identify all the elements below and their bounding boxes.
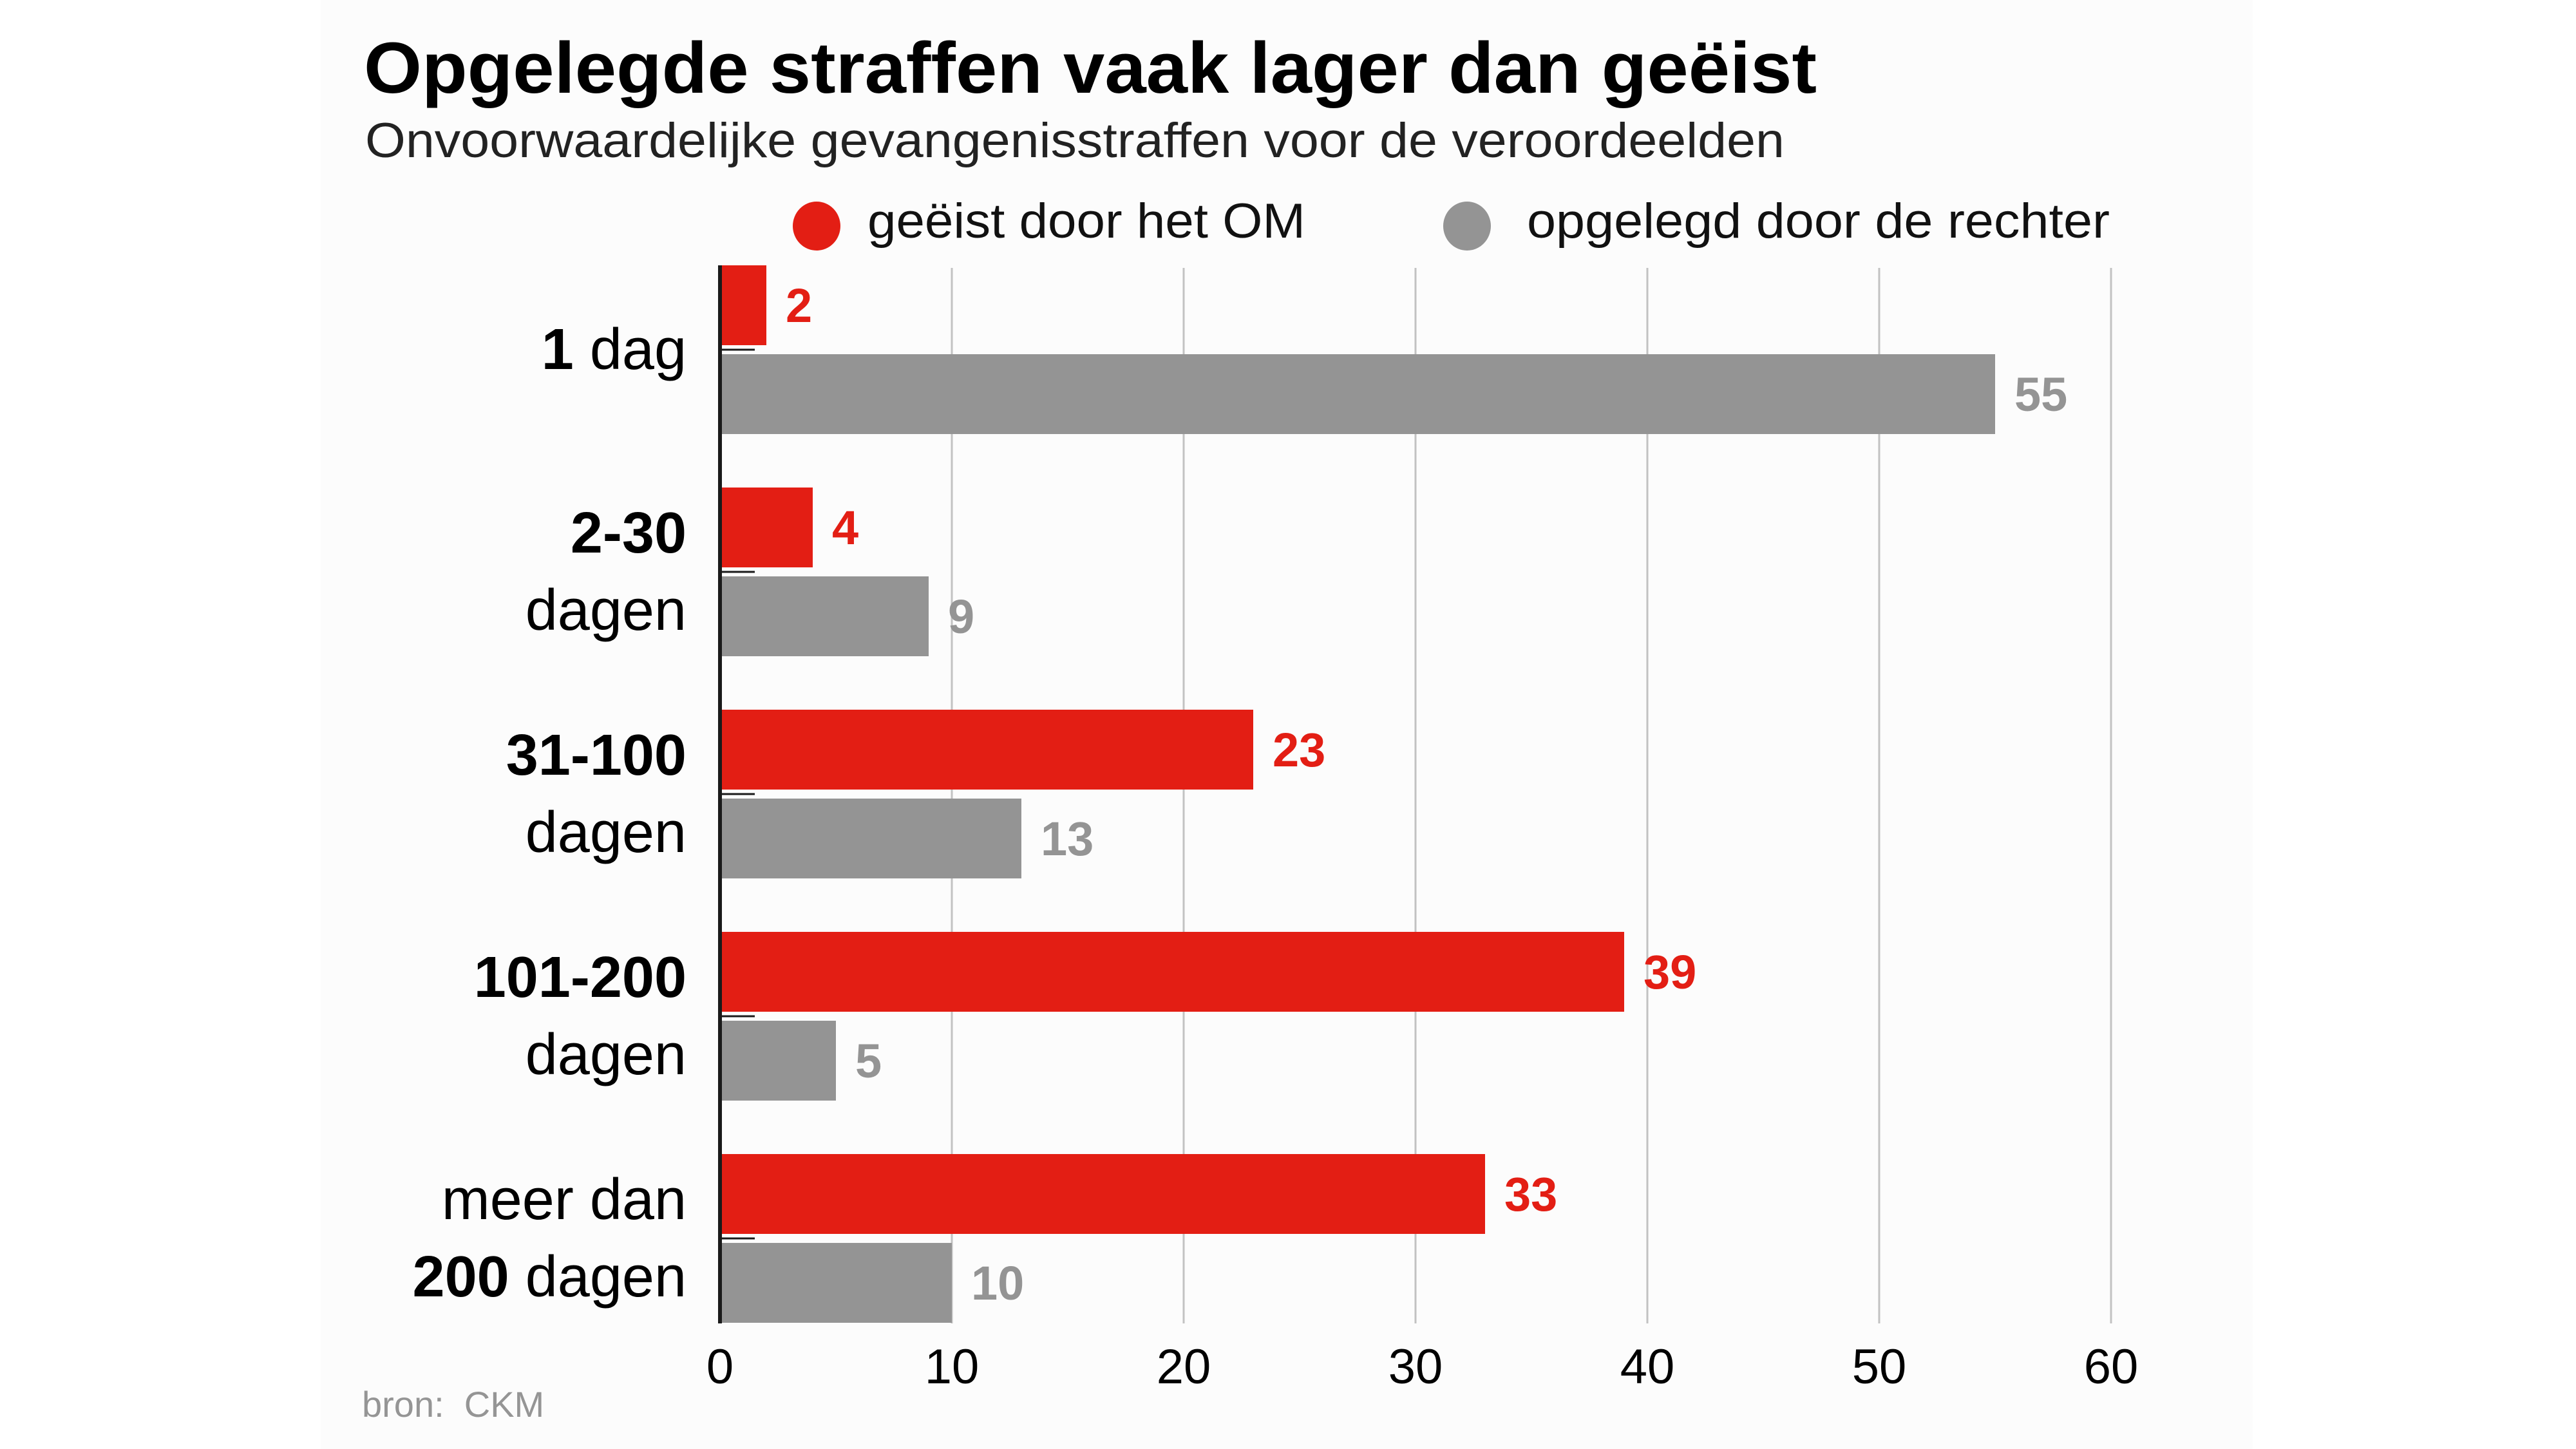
bar-imposed <box>720 354 1995 434</box>
x-tick-label: 0 <box>706 1340 734 1394</box>
gridlines <box>951 268 2112 1323</box>
x-tick-label: 30 <box>1388 1340 1443 1394</box>
bar-imposed <box>720 1021 836 1101</box>
circle-icon <box>793 202 840 251</box>
x-tick-label: 40 <box>1620 1340 1675 1394</box>
chart-subtitle: Onvoorwaardelijke gevangenisstraffen voo… <box>365 113 1785 168</box>
category-label-bold: 101-200 <box>474 945 687 1010</box>
value-labels: 2 55 4 9 23 13 39 5 33 10 <box>786 279 2067 1310</box>
category-label: dagen <box>526 578 687 643</box>
x-tick-label: 20 <box>1157 1340 1211 1394</box>
value-label-imposed: 55 <box>2014 368 2067 421</box>
bar-demanded <box>720 265 766 345</box>
x-tick-label: 60 <box>2084 1340 2139 1394</box>
chart-title: Opgelegde straffen vaak lager dan geëist <box>364 28 1817 108</box>
legend-item-imposed: opgelegd door de rechter <box>1443 194 2110 251</box>
value-label-demanded: 33 <box>1504 1168 1557 1221</box>
category-label: 101-200 <box>474 945 687 1010</box>
bars <box>720 265 1995 1323</box>
category-label-bold: 1 <box>542 317 574 382</box>
category-label-regular: dagen <box>526 578 687 643</box>
category-label-regular: meer dan <box>442 1168 687 1232</box>
category-label-regular: dag <box>574 317 687 382</box>
category-label: 200 dagen <box>413 1245 687 1309</box>
circle-icon <box>1443 202 1491 251</box>
x-tick-label: 50 <box>1852 1340 1907 1394</box>
value-label-demanded: 23 <box>1273 723 1325 777</box>
category-label: 2-30 <box>571 501 687 565</box>
category-label: dagen <box>526 800 687 865</box>
legend: geëist door het OM opgelegd door de rech… <box>793 194 2110 251</box>
category-label: meer dan <box>442 1168 687 1232</box>
source-note: bron: CKM <box>362 1384 544 1425</box>
bar-imposed <box>720 576 929 656</box>
category-label: 31-100 <box>506 723 687 788</box>
category-label-bold: 2-30 <box>571 501 687 565</box>
bar-demanded <box>720 710 1253 790</box>
legend-label: opgelegd door de rechter <box>1527 194 2110 249</box>
category-label-regular: dagen <box>526 800 687 865</box>
category-label-regular: dagen <box>509 1245 687 1309</box>
value-label-imposed: 9 <box>948 590 974 643</box>
category-label-bold: 31-100 <box>506 723 687 788</box>
category-label-regular: dagen <box>526 1023 687 1087</box>
bar-demanded <box>720 488 813 567</box>
bar-imposed <box>720 799 1021 878</box>
value-label-imposed: 10 <box>971 1256 1024 1310</box>
legend-label: geëist door het OM <box>867 194 1305 249</box>
category-labels: 1 dag 2-30 dagen 31-100 dagen 101-200 dagen mee… <box>413 317 687 1309</box>
category-label-bold: 200 <box>413 1245 509 1309</box>
bar-demanded <box>720 1154 1485 1234</box>
x-axis-ticks: 0 10 20 30 40 50 60 <box>706 1340 2138 1394</box>
legend-item-demanded: geëist door het OM <box>793 194 1305 251</box>
x-tick-label: 10 <box>925 1340 980 1394</box>
category-label: 1 dag <box>542 317 687 382</box>
category-label: dagen <box>526 1023 687 1087</box>
value-label-demanded: 39 <box>1643 945 1696 999</box>
value-label-demanded: 2 <box>786 279 812 332</box>
bar-imposed <box>720 1243 952 1323</box>
value-label-demanded: 4 <box>832 501 858 554</box>
value-label-imposed: 5 <box>855 1034 882 1088</box>
value-label-imposed: 13 <box>1041 812 1094 866</box>
bar-demanded <box>720 932 1624 1012</box>
